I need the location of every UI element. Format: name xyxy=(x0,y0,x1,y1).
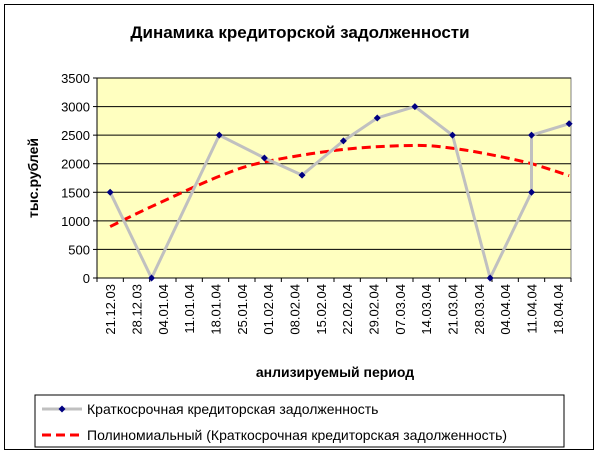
x-tick-label: 11.04.04 xyxy=(525,284,540,334)
trend-line xyxy=(109,143,570,228)
x-tick-label: 25.01.04 xyxy=(235,284,250,335)
x-tick-label: 18.04.04 xyxy=(551,284,566,335)
x-tick-label: 04.01.04 xyxy=(156,284,171,335)
data-point xyxy=(148,274,156,282)
x-tick-label: 04.04.04 xyxy=(498,284,513,335)
data-point xyxy=(528,131,535,139)
x-tick-label: 07.03.04 xyxy=(393,284,408,335)
y-tick-label: 1500 xyxy=(61,185,90,200)
x-tick-label: 21.03.04 xyxy=(446,284,461,335)
data-point xyxy=(260,154,268,162)
chart-frame xyxy=(4,4,594,450)
x-tick-label: 29.02.04 xyxy=(367,284,382,335)
data-point xyxy=(449,131,456,139)
x-tick-label: 22.02.04 xyxy=(340,284,355,335)
plot-area xyxy=(96,77,572,279)
data-point xyxy=(215,131,223,139)
y-tick-label: 3500 xyxy=(61,71,90,86)
data-point xyxy=(339,137,347,145)
y-tick-label: 1000 xyxy=(61,214,90,229)
y-tick-label: 3000 xyxy=(61,100,90,115)
y-tick-label: 2500 xyxy=(61,128,90,143)
data-point xyxy=(565,120,573,128)
x-tick-label: 21.12.03 xyxy=(103,284,118,335)
x-tick-label: 28.12.03 xyxy=(130,284,145,335)
x-tick-label: 15.02.04 xyxy=(314,284,329,335)
x-tick-label: 11.01.04 xyxy=(182,284,197,334)
data-point xyxy=(486,274,494,282)
legend-box xyxy=(34,394,565,448)
data-point xyxy=(528,188,535,196)
x-tick-label: 01.02.04 xyxy=(261,284,276,335)
legend-label-series: Краткосрочная кредиторская задолженность xyxy=(87,401,378,417)
legend-marker xyxy=(58,405,66,413)
x-tick-label: 14.03.04 xyxy=(419,284,434,335)
x-tick-label: 08.02.04 xyxy=(288,284,303,335)
y-tick-label: 2000 xyxy=(61,157,90,172)
y-tick-label: 0 xyxy=(83,271,90,286)
x-tick-label: 28.03.04 xyxy=(472,284,487,335)
x-tick-label: 18.01.04 xyxy=(209,284,224,335)
y-axis-title: тыс.рублей xyxy=(25,138,41,218)
data-point xyxy=(373,114,381,122)
data-point xyxy=(298,171,306,179)
data-point xyxy=(411,103,419,111)
chart-title: Динамика кредиторской задолженности xyxy=(130,23,469,42)
legend-label-trend: Полиномиальный (Краткосрочная кредиторск… xyxy=(87,427,507,443)
x-axis-title: анлизируемый период xyxy=(256,364,414,380)
y-tick-label: 500 xyxy=(68,242,90,257)
data-point xyxy=(106,188,114,196)
